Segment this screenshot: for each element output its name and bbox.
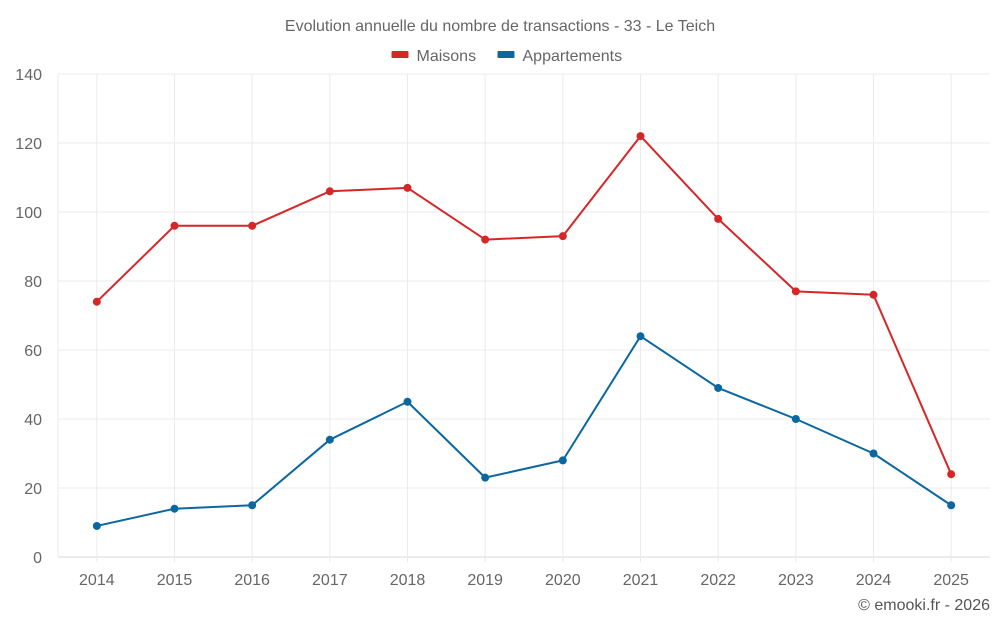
legend-label: Appartements xyxy=(523,48,623,65)
data-point[interactable] xyxy=(791,287,800,296)
series-line xyxy=(96,135,953,475)
data-point[interactable] xyxy=(481,473,490,482)
data-point[interactable] xyxy=(403,397,412,406)
data-point[interactable] xyxy=(947,501,956,510)
x-tick-label: 2021 xyxy=(623,572,659,589)
grid xyxy=(57,73,990,562)
x-tick-label: 2023 xyxy=(778,572,814,589)
series-appartements xyxy=(92,332,956,530)
data-point[interactable] xyxy=(170,504,179,513)
y-tick-label: 140 xyxy=(15,67,42,84)
x-tick-label: 2025 xyxy=(933,572,969,589)
x-tick-label: 2015 xyxy=(157,572,193,589)
series-maisons xyxy=(92,132,956,479)
data-point[interactable] xyxy=(92,297,101,306)
x-tick-label: 2016 xyxy=(234,572,270,589)
y-tick-label: 100 xyxy=(15,205,42,222)
data-point[interactable] xyxy=(325,435,334,444)
legend-swatch xyxy=(497,51,515,58)
data-point[interactable] xyxy=(403,183,412,192)
y-tick-label: 60 xyxy=(24,343,42,360)
credit-text: © emooki.fr - 2026 xyxy=(858,597,990,614)
y-tick-label: 80 xyxy=(24,274,42,291)
data-point[interactable] xyxy=(869,449,878,458)
x-tick-label: 2020 xyxy=(545,572,581,589)
y-tick-label: 20 xyxy=(24,481,42,498)
series-line xyxy=(96,335,952,527)
x-tick-label: 2019 xyxy=(467,572,503,589)
y-tick-label: 0 xyxy=(33,550,42,567)
data-point[interactable] xyxy=(325,187,334,196)
data-point[interactable] xyxy=(947,470,956,479)
legend: Maisons Appartements xyxy=(391,48,623,65)
data-point[interactable] xyxy=(170,221,179,230)
data-point[interactable] xyxy=(481,235,490,244)
legend-item-maisons[interactable]: Maisons xyxy=(391,48,477,65)
data-point[interactable] xyxy=(248,501,257,510)
data-point[interactable] xyxy=(558,456,567,465)
y-tick-label: 120 xyxy=(15,136,42,153)
data-point[interactable] xyxy=(248,221,257,230)
data-point[interactable] xyxy=(636,132,645,141)
series-layer xyxy=(92,132,956,530)
chart-title: Evolution annuelle du nombre de transact… xyxy=(285,18,715,35)
data-point[interactable] xyxy=(92,521,101,530)
data-point[interactable] xyxy=(791,415,800,423)
data-point[interactable] xyxy=(714,214,723,223)
x-tick-label: 2022 xyxy=(700,572,736,589)
x-tick-label: 2017 xyxy=(312,572,348,589)
data-point[interactable] xyxy=(869,290,878,299)
legend-swatch xyxy=(391,51,409,58)
data-point[interactable] xyxy=(636,332,645,341)
data-point[interactable] xyxy=(714,383,723,392)
y-axis: 0 20 40 60 80 100 120 140 xyxy=(15,67,42,567)
data-point[interactable] xyxy=(558,232,567,241)
x-tick-label: 2024 xyxy=(856,572,892,589)
x-tick-label: 2014 xyxy=(79,572,115,589)
legend-item-appartements[interactable]: Appartements xyxy=(497,48,623,65)
legend-label: Maisons xyxy=(417,48,477,65)
x-axis: 2014 2015 2016 2017 2018 2019 2020 2021 2022 2023… xyxy=(79,572,969,589)
x-tick-label: 2018 xyxy=(390,572,426,589)
y-tick-label: 40 xyxy=(24,412,42,429)
